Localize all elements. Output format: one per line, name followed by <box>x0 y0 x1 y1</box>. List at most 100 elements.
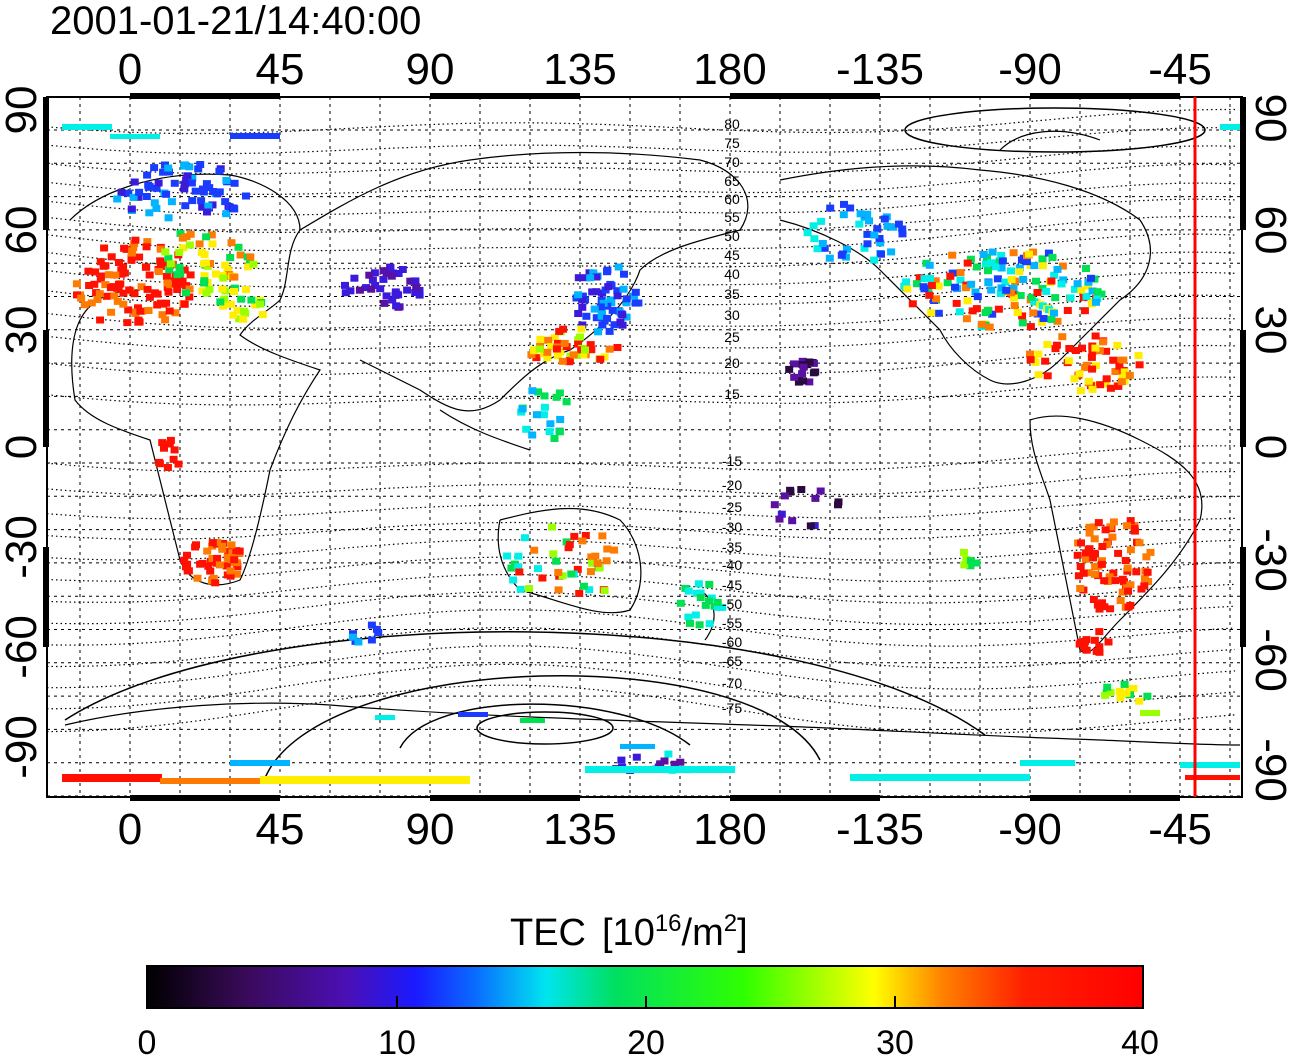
tec-cell <box>123 319 132 327</box>
tec-band <box>62 124 112 130</box>
tec-cell <box>1130 524 1139 532</box>
tec-cell <box>818 240 827 247</box>
tec-cell <box>630 292 639 300</box>
contour-line <box>46 539 1236 561</box>
tec-cell <box>968 307 977 315</box>
tec-band <box>62 774 162 782</box>
tec-cell <box>166 436 175 444</box>
tec-cell <box>1102 375 1111 383</box>
tec-cell <box>122 245 131 253</box>
tec-cell <box>555 389 564 397</box>
tec-cell <box>1101 380 1110 388</box>
tec-cell <box>362 284 371 292</box>
tec-cell <box>718 603 727 611</box>
tec-cell <box>155 460 164 468</box>
tec-cell <box>528 431 537 439</box>
tec-cell <box>554 568 563 576</box>
tec-cell <box>167 198 176 206</box>
tec-cell <box>684 587 693 595</box>
tec-cell <box>164 214 173 222</box>
colorbar-tick-2: 20 <box>627 1024 665 1057</box>
tec-cell <box>997 284 1006 292</box>
tec-cell <box>1038 262 1047 270</box>
tec-cell <box>1090 535 1099 543</box>
tec-cell <box>1083 282 1092 290</box>
tec-cell <box>215 561 224 569</box>
tec-cell <box>134 193 143 201</box>
tec-cell <box>1106 689 1115 697</box>
tec-cell <box>799 363 808 371</box>
tec-band <box>1220 124 1240 130</box>
tec-cell <box>860 244 869 252</box>
tec-cell <box>1066 294 1075 302</box>
tec-cell <box>1098 599 1106 607</box>
tec-cell <box>590 305 599 313</box>
tec-cell <box>1122 689 1131 697</box>
tec-cell <box>223 553 232 561</box>
tec-cell <box>205 184 214 192</box>
tec-cell <box>1043 372 1052 380</box>
tec-cell <box>235 315 244 323</box>
tec-cell <box>171 309 180 317</box>
tec-cell <box>846 204 855 212</box>
tec-cell <box>169 455 178 463</box>
tec-cell <box>613 344 622 351</box>
lat-tick-left-3: 0 <box>0 435 46 459</box>
tec-cell <box>236 251 245 259</box>
lat-tick-right-2: 30 <box>1246 306 1292 355</box>
tec-cell <box>552 557 561 565</box>
tec-cell <box>696 589 705 597</box>
tec-cell <box>1018 319 1027 327</box>
tec-cell <box>124 189 133 197</box>
tec-cell <box>208 555 217 562</box>
tec-cell <box>182 289 190 297</box>
tec-cell <box>934 282 943 290</box>
tec-cell <box>610 321 619 329</box>
tec-cell <box>608 306 617 314</box>
tec-cell <box>587 346 596 354</box>
tec-cell <box>1079 569 1088 577</box>
tec-cell <box>632 753 641 761</box>
tec-cell <box>107 253 116 261</box>
tec-cell <box>180 185 189 193</box>
lat-tick-left-4: -30 <box>0 515 46 579</box>
tec-cell <box>948 251 957 259</box>
tec-cell <box>547 343 556 351</box>
contour-line <box>46 317 1236 351</box>
tec-cell <box>178 234 187 242</box>
tec-cell <box>1088 365 1097 373</box>
tec-cell <box>1029 248 1038 256</box>
tec-band <box>375 715 395 720</box>
tec-cell <box>574 291 583 299</box>
frame-bar-top <box>430 93 580 99</box>
tec-cell <box>558 357 567 365</box>
tec-cell <box>1142 553 1151 561</box>
tec-cell <box>200 279 209 287</box>
tec-cell <box>152 204 161 212</box>
tec-cell <box>240 307 248 315</box>
tec-cell <box>85 282 94 289</box>
tec-cell <box>175 263 184 271</box>
tec-cell <box>1038 302 1047 310</box>
tec-cell <box>981 309 990 317</box>
tec-cell <box>1025 250 1033 258</box>
tec-cell <box>988 310 997 318</box>
tec-cell <box>379 275 388 283</box>
tec-cell <box>617 756 626 764</box>
contour-label: -15 <box>722 453 742 469</box>
tec-cell <box>128 247 137 255</box>
tec-cell <box>125 286 134 294</box>
tec-cell <box>943 279 952 287</box>
tec-cell <box>550 334 559 342</box>
tec-cell <box>1123 522 1132 530</box>
tec-cell <box>90 280 99 288</box>
tec-cell <box>1082 361 1091 369</box>
lon-tick-top-0: 0 <box>118 45 142 94</box>
tec-cell <box>1019 276 1028 283</box>
lat-tick-right-4: -30 <box>1246 528 1292 592</box>
tec-cell <box>1135 361 1144 369</box>
tec-cell <box>1091 332 1100 340</box>
tec-cell <box>972 305 981 313</box>
contour-label: -55 <box>722 615 742 631</box>
tec-cell <box>185 293 194 301</box>
